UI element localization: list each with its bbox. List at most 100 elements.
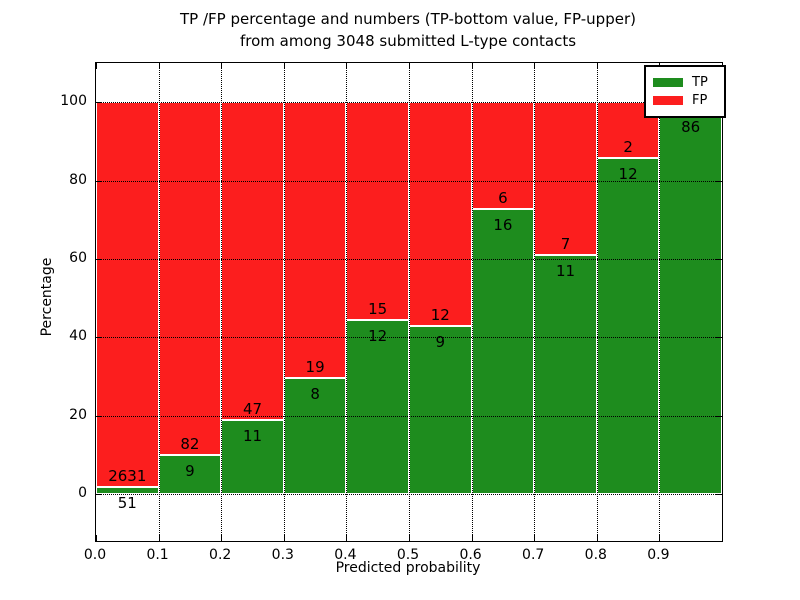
y-tick-mark: [96, 180, 102, 182]
y-tick-mark: [716, 258, 722, 260]
bar-segment-tp: [96, 486, 159, 494]
bar-label-tp: 86: [681, 118, 701, 137]
tp-legend-swatch: [653, 78, 683, 87]
x-tick-mark: [283, 63, 285, 69]
x-tick-label: 0.4: [334, 547, 357, 563]
gridline-vertical: [659, 63, 661, 541]
bar-segment-tp: [471, 209, 535, 494]
x-tick-mark: [409, 535, 410, 541]
x-tick-mark: [221, 535, 223, 541]
x-tick-mark: [96, 63, 97, 69]
x-tick-mark: [96, 535, 97, 541]
x-tick-mark: [346, 63, 348, 69]
chart-title-line2: from among 3048 submitted L-type contact…: [239, 32, 577, 50]
gridline-vertical: [158, 63, 160, 541]
y-tick-mark: [716, 180, 722, 182]
bar-segment-tp: [158, 455, 222, 494]
bar-label-fp: 15: [368, 299, 388, 318]
x-tick-label: 0.9: [647, 547, 670, 563]
y-tick-mark: [716, 415, 722, 417]
x-tick-mark: [221, 63, 223, 69]
bar-label-tp: 11: [555, 261, 576, 280]
x-tick-label: 0.0: [83, 547, 107, 563]
bar-segment-tp: [659, 111, 722, 494]
x-tick-label: 0.1: [146, 547, 169, 563]
bar-segment-fp: [534, 102, 597, 255]
bar-segment-fp: [346, 102, 409, 320]
x-tick-mark: [471, 63, 473, 69]
y-axis-label: Percentage: [39, 257, 55, 337]
bar-label-tp: 9: [185, 462, 195, 481]
y-tick-label: 0: [78, 484, 87, 501]
y-tick-label: 100: [60, 93, 87, 110]
x-tick-label: 0.3: [271, 547, 294, 563]
y-tick-mark: [96, 102, 102, 104]
y-tick-label: 80: [69, 171, 87, 188]
x-tick-mark: [158, 535, 160, 541]
bar-segment-tp: [221, 419, 284, 494]
bar-label-tp: 8: [310, 384, 320, 403]
chart-title: TP /FP percentage and numbers (TP-bottom…: [95, 8, 721, 52]
bar-label-tp: 16: [493, 216, 513, 235]
gridline-vertical: [283, 63, 285, 541]
x-tick-mark: [158, 63, 160, 69]
legend-item-label: TP: [692, 75, 708, 90]
y-tick-mark: [96, 415, 102, 417]
x-tick-mark: [534, 535, 536, 541]
gridline-vertical: [471, 63, 473, 541]
plot-area: 26315182947111981512129616711212286: [95, 62, 723, 542]
x-tick-mark: [596, 63, 598, 69]
y-tick-label: 20: [69, 406, 87, 423]
bar-segment-tp: [596, 158, 660, 494]
fp-legend-swatch: [653, 96, 683, 105]
bar-label-fp: 2: [623, 138, 633, 157]
bar-segment-tp: [534, 254, 597, 494]
gridline-vertical: [596, 63, 598, 541]
gridline-vertical: [409, 63, 410, 541]
bar-segment-tp: [409, 326, 472, 494]
x-tick-mark: [534, 63, 536, 69]
x-tick-label: 0.6: [459, 547, 482, 563]
x-tick-mark: [659, 535, 661, 541]
bar-label-fp: 82: [180, 435, 200, 454]
bar-segment-tp: [346, 319, 409, 494]
bar-label-tp: 9: [435, 333, 446, 352]
x-tick-mark: [346, 535, 348, 541]
bar-segment-fp: [409, 102, 472, 327]
bar-label-fp: 7: [560, 234, 571, 253]
x-tick-mark: [409, 63, 410, 69]
y-tick-label: 60: [69, 249, 87, 266]
legend: TP FP: [644, 65, 726, 118]
gridline-vertical: [221, 63, 223, 541]
x-tick-label: 0.7: [522, 547, 545, 563]
y-tick-mark: [96, 493, 102, 495]
bar-label-tp: 12: [618, 165, 638, 184]
legend-item: FP: [653, 93, 717, 108]
bar-label-fp: 12: [430, 306, 450, 325]
x-tick-label: 0.8: [584, 547, 607, 563]
legend-item: TP: [653, 75, 717, 90]
bar-label-tp: 11: [242, 426, 263, 445]
y-tick-mark: [96, 258, 102, 260]
bar-segment-fp: [158, 102, 222, 456]
gridline-vertical: [534, 63, 536, 541]
y-tick-label: 40: [69, 328, 87, 345]
bar-label-tp: 51: [117, 493, 137, 512]
bar-label-fp: 2631: [108, 466, 147, 485]
bar-label-fp: 6: [498, 189, 508, 208]
bar-label-fp: 47: [242, 399, 263, 418]
x-tick-mark: [283, 535, 285, 541]
y-tick-mark: [716, 493, 722, 495]
y-tick-mark: [96, 337, 102, 339]
bar-segment-fp: [96, 102, 159, 487]
x-tick-label: 0.5: [396, 547, 420, 563]
x-axis-label: Predicted probability: [335, 560, 481, 576]
bar-segment-fp: [221, 102, 284, 420]
bar-label-tp: 12: [368, 326, 388, 345]
gridline-vertical: [346, 63, 348, 541]
bar-label-fp: 19: [305, 357, 325, 376]
x-tick-mark: [596, 535, 598, 541]
x-tick-mark: [471, 535, 473, 541]
chart-title-line1: TP /FP percentage and numbers (TP-bottom…: [180, 10, 636, 28]
